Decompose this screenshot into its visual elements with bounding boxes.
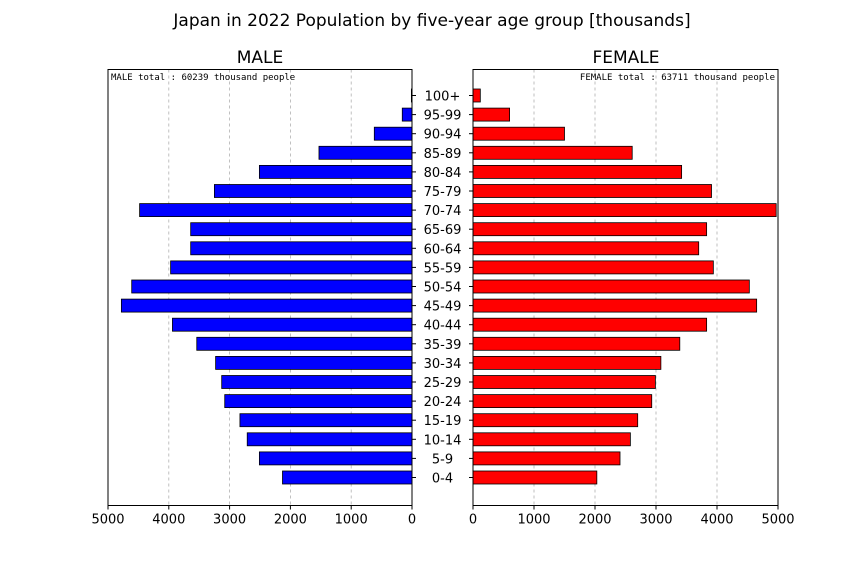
male-bar-40-44 — [172, 317, 413, 332]
age-group-label: 10-14 — [424, 433, 462, 448]
female-bar-5-9 — [472, 451, 621, 466]
male-bar-60-64 — [190, 241, 413, 256]
female-bar-30-34 — [472, 355, 662, 370]
male-x-axis: 5000 4000 3000 2000 1000 0 — [91, 505, 416, 528]
male-bar-25-29 — [221, 375, 413, 389]
female-x-tick-label: 4000 — [700, 513, 733, 528]
age-group-label: 45-49 — [424, 300, 462, 315]
female-plot-frame — [472, 69, 779, 506]
male-bar-75-79 — [213, 184, 413, 198]
male-bar-5-9 — [258, 451, 413, 466]
age-group-label: 5-9 — [432, 452, 453, 467]
female-bar-65-69 — [472, 222, 708, 237]
female-x-tick-label: 1000 — [517, 513, 550, 528]
age-group-label: 25-29 — [424, 376, 462, 391]
male-panel-title: MALE — [237, 48, 284, 68]
male-total-note: MALE total : 60239 thousand people — [111, 73, 295, 83]
female-bar-15-19 — [472, 413, 639, 428]
female-x-tick-label: 3000 — [639, 513, 672, 528]
age-group-label: 40-44 — [424, 319, 462, 334]
age-group-label: 90-94 — [424, 128, 462, 143]
male-x-tick-label: 3000 — [213, 513, 246, 528]
female-bar-100+ — [472, 88, 481, 103]
male-bar-20-24 — [224, 394, 413, 409]
age-group-label: 15-19 — [424, 414, 462, 429]
female-panel-title: FEMALE — [592, 48, 659, 68]
female-bar-0-4 — [472, 470, 598, 485]
male-bar-45-49 — [120, 298, 413, 313]
male-x-tick-label: 4000 — [152, 513, 185, 528]
age-group-label: 35-39 — [424, 338, 462, 353]
male-x-tick-label: 1000 — [335, 513, 368, 528]
age-group-label: 60-64 — [424, 242, 462, 257]
female-total-note: FEMALE total : 63711 thousand people — [580, 73, 775, 83]
age-group-label: 85-89 — [424, 147, 462, 162]
male-bar-30-34 — [215, 355, 413, 370]
age-group-label: 95-99 — [424, 109, 462, 124]
female-bar-25-29 — [472, 375, 656, 389]
male-bar-0-4 — [282, 470, 413, 485]
age-group-label: 80-84 — [424, 166, 462, 181]
male-bar-55-59 — [170, 260, 413, 275]
age-group-label: 20-24 — [424, 395, 462, 410]
female-bar-95-99 — [472, 107, 510, 122]
male-bar-90-94 — [373, 126, 413, 141]
female-x-tick-label: 0 — [469, 513, 477, 528]
age-group-label: 0-4 — [432, 472, 453, 487]
age-group-label: 50-54 — [424, 281, 462, 296]
female-x-tick-label: 5000 — [761, 513, 794, 528]
age-group-labels: 0-4 5-9 10-14 15-19 20-24 25-29 30-34 35-39 40-4… — [412, 90, 473, 487]
female-bar-10-14 — [472, 432, 631, 447]
male-bar-35-39 — [196, 336, 413, 351]
female-bar-90-94 — [472, 126, 565, 141]
age-group-label: 100+ — [425, 90, 461, 105]
male-bars — [120, 88, 413, 485]
female-bar-60-64 — [472, 241, 700, 256]
female-bar-50-54 — [472, 279, 750, 294]
age-group-label: 75-79 — [424, 185, 462, 200]
female-bar-80-84 — [472, 164, 683, 179]
age-group-label: 70-74 — [424, 204, 462, 219]
male-bar-85-89 — [318, 145, 413, 160]
chart-title: Japan in 2022 Population by five-year ag… — [172, 11, 690, 31]
male-bar-65-69 — [190, 222, 413, 237]
male-bar-50-54 — [131, 279, 413, 294]
female-bar-45-49 — [472, 298, 758, 313]
age-group-label: 30-34 — [424, 357, 462, 372]
male-bar-95-99 — [401, 107, 413, 122]
female-bar-20-24 — [472, 394, 653, 409]
female-bar-40-44 — [472, 317, 708, 332]
male-x-tick-label: 5000 — [91, 513, 124, 528]
male-bar-70-74 — [139, 203, 413, 218]
female-bars — [472, 88, 777, 485]
female-x-axis: 0 1000 2000 3000 4000 5000 — [469, 505, 795, 528]
age-group-label: 65-69 — [424, 223, 462, 238]
female-bar-85-89 — [472, 145, 633, 160]
female-bar-35-39 — [472, 336, 681, 351]
female-x-tick-label: 2000 — [578, 513, 611, 528]
female-bar-55-59 — [472, 260, 714, 275]
age-group-label: 55-59 — [424, 261, 462, 276]
male-x-tick-label: 2000 — [274, 513, 307, 528]
female-bar-70-74 — [472, 203, 777, 218]
female-bar-75-79 — [472, 184, 712, 198]
male-plot-frame — [107, 69, 413, 506]
male-x-tick-label: 0 — [408, 513, 416, 528]
male-bar-80-84 — [258, 164, 413, 179]
male-bar-15-19 — [239, 413, 413, 428]
male-bar-10-14 — [246, 432, 413, 447]
